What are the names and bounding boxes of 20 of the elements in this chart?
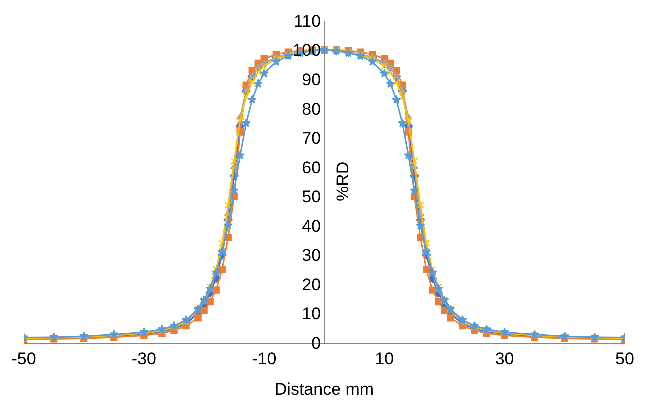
y-tick-label: 20	[302, 275, 322, 294]
y-tick-label: 10	[302, 304, 322, 324]
x-tick-label: 10	[375, 349, 394, 368]
x-tick-label: 30	[495, 349, 514, 368]
y-tick-label: 110	[294, 12, 322, 31]
x-tick-label: -50	[12, 349, 36, 368]
y-tick-label: 50	[302, 188, 322, 207]
x-axis-title: Distance mm	[274, 380, 374, 399]
y-tick-label: 70	[302, 129, 322, 148]
y-tick-label: 40	[302, 216, 322, 236]
y-tick-label: 30	[302, 246, 322, 266]
y-tick-label: 0	[312, 334, 322, 353]
y-axis-title: %RD	[334, 162, 353, 202]
y-tick-label: 80	[302, 100, 322, 119]
x-tick-label: -10	[252, 349, 277, 368]
y-tick-label: 100	[292, 41, 322, 60]
x-tick-label: 50	[616, 349, 634, 368]
x-tick-label: -30	[132, 349, 156, 368]
y-tick-label: 90	[302, 70, 322, 90]
y-tick-label: 60	[302, 158, 322, 178]
